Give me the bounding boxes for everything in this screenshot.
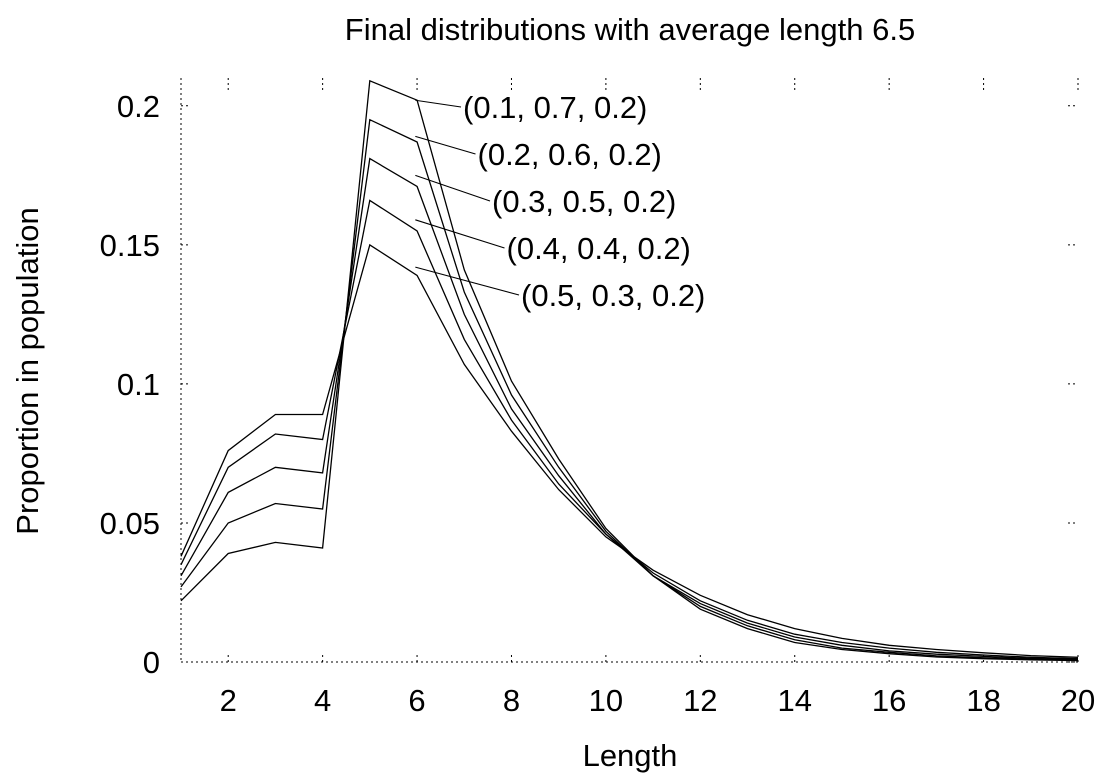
series-leader-line [415, 266, 520, 296]
series-label: (0.2, 0.6, 0.2) [478, 137, 662, 172]
y-tick-label: 0.05 [100, 506, 160, 541]
series-leader-line [415, 219, 505, 249]
x-axis: 2 4 6 8 10 12 14 16 18 20 [220, 78, 1095, 718]
series-label: (0.5, 0.3, 0.2) [521, 278, 705, 313]
series-labels: (0.1, 0.7, 0.2) (0.2, 0.6, 0.2) (0.3, 0.5,… [415, 90, 705, 313]
series-line [180, 199, 1079, 660]
x-tick-label: 10 [589, 683, 623, 718]
series-lines [180, 79, 1079, 662]
x-tick-label: 8 [503, 683, 520, 718]
series-leader-line [415, 174, 491, 202]
x-tick-label: 4 [314, 683, 331, 718]
series-label: (0.3, 0.5, 0.2) [492, 184, 676, 219]
series-leader-line [415, 99, 462, 108]
y-tick-label: 0 [143, 645, 160, 680]
x-axis-label: Length [583, 738, 678, 773]
x-tick-label: 12 [683, 683, 717, 718]
x-tick-label: 18 [966, 683, 1000, 718]
series-line [180, 157, 1079, 661]
chart-title: Final distributions with average length … [345, 12, 915, 47]
y-axis-label: Proportion in population [10, 207, 45, 534]
x-tick-label: 20 [1061, 683, 1095, 718]
x-tick-label: 6 [408, 683, 425, 718]
series-label: (0.1, 0.7, 0.2) [463, 90, 647, 125]
y-axis: 0 0.05 0.1 0.15 0.2 [100, 89, 1078, 680]
series-line [180, 79, 1079, 662]
y-tick-label: 0.15 [100, 228, 160, 263]
y-tick-label: 0.2 [117, 89, 160, 124]
x-tick-label: 2 [220, 683, 237, 718]
x-tick-label: 16 [872, 683, 906, 718]
series-line [180, 243, 1079, 658]
series-leader-line [415, 135, 476, 155]
x-tick-label: 14 [777, 683, 811, 718]
series-label: (0.4, 0.4, 0.2) [507, 231, 691, 266]
y-tick-label: 0.1 [117, 367, 160, 402]
